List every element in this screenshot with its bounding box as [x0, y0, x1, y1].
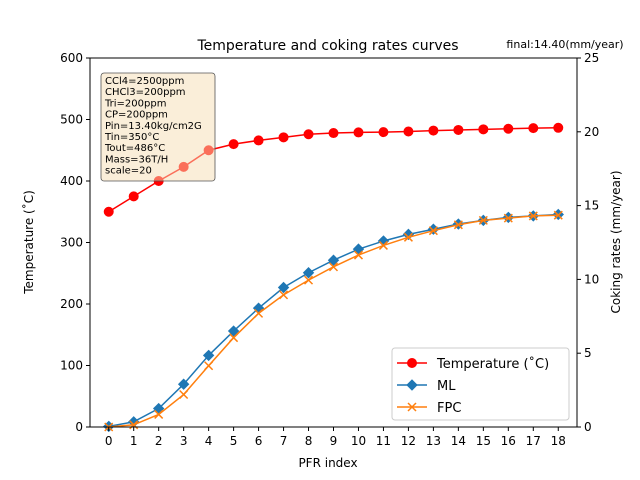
data-point-temperature	[503, 123, 514, 134]
y-right-tick-label: 5	[584, 346, 592, 360]
x-tick-label: 18	[551, 434, 566, 448]
y-axis-right-label: Coking rates (mm/year)	[609, 170, 623, 313]
y-left-tick-label: 300	[60, 236, 83, 250]
x-tick-label: 2	[155, 434, 163, 448]
legend-label-fpc: FPC	[437, 401, 461, 416]
data-point-ml	[177, 378, 190, 390]
data-point-fpc	[528, 211, 538, 221]
final-annotation: final:14.40(mm/year)	[506, 38, 623, 51]
info-line: scale=20	[105, 166, 152, 177]
data-point-temperature	[403, 126, 414, 137]
data-point-fpc	[378, 240, 388, 250]
data-point-temperature	[553, 122, 564, 133]
x-tick-label: 8	[305, 434, 313, 448]
legend: Temperature (˚C) ML FPC	[391, 347, 570, 421]
data-point-fpc	[478, 215, 488, 225]
info-line: Tin=350°C	[104, 132, 159, 143]
data-point-fpc	[303, 275, 314, 285]
data-point-temperature	[303, 129, 314, 140]
x-tick-label: 7	[280, 434, 288, 448]
data-point-ml	[202, 349, 215, 362]
info-line: CP=200ppm	[105, 110, 168, 121]
info-line: Mass=36T/H	[105, 154, 168, 165]
x-tick-label: 16	[501, 434, 516, 448]
data-point-temperature	[128, 191, 139, 202]
x-tick-label: 5	[230, 434, 238, 448]
series-fpc	[104, 210, 563, 432]
y-left-tick-label: 600	[60, 51, 83, 65]
y-right-tick-label: 0	[584, 420, 592, 434]
y-left-tick-label: 200	[60, 297, 83, 311]
x-tick-label: 13	[426, 434, 441, 448]
data-point-ml	[352, 243, 365, 255]
data-point-fpc	[553, 210, 563, 220]
x-tick-label: 17	[526, 434, 541, 448]
y-left-tick-label: 400	[60, 174, 83, 188]
info-line: CCl4=2500ppm	[105, 76, 184, 87]
data-point-ml	[227, 325, 240, 337]
data-point-fpc	[179, 389, 189, 400]
legend-marker-ml	[406, 379, 418, 391]
data-point-fpc	[403, 232, 413, 242]
data-point-temperature	[328, 128, 339, 139]
y-right-tick-label: 25	[584, 51, 599, 65]
data-point-fpc	[353, 250, 364, 260]
x-tick-label: 4	[205, 434, 213, 448]
data-point-temperature	[378, 127, 389, 138]
data-point-fpc	[503, 213, 513, 223]
data-point-temperature	[528, 123, 539, 134]
data-point-fpc	[204, 361, 214, 371]
x-axis-label: PFR index	[298, 456, 357, 470]
info-box: CCl4=2500ppmCHCl3=200ppmTri=200ppmCP=200…	[100, 72, 216, 182]
data-point-fpc	[154, 409, 164, 419]
x-tick-label: 10	[351, 434, 366, 448]
legend-marker-fpc	[407, 402, 417, 412]
x-tick-label: 11	[376, 434, 391, 448]
x-tick-label: 3	[180, 434, 188, 448]
data-point-temperature	[453, 124, 464, 135]
x-tick-label: 12	[401, 434, 416, 448]
y-left-tick-label: 100	[60, 359, 83, 373]
x-tick-label: 6	[255, 434, 263, 448]
x-tick-label: 9	[330, 434, 338, 448]
info-line: Tri=200ppm	[104, 98, 166, 109]
x-tick-label: 1	[130, 434, 138, 448]
data-point-ml	[277, 281, 290, 294]
data-point-fpc	[254, 308, 264, 318]
data-point-temperature	[428, 125, 439, 136]
chart-title: Temperature and coking rates curves	[196, 38, 458, 54]
data-point-ml	[302, 267, 315, 279]
data-point-temperature	[278, 132, 289, 143]
data-point-temperature	[103, 206, 114, 217]
data-point-temperature	[353, 127, 364, 138]
info-line: Tout=486°C	[104, 143, 165, 154]
x-tick-label: 14	[451, 434, 466, 448]
legend-frame	[391, 347, 570, 421]
x-tick-label: 0	[105, 434, 113, 448]
data-point-temperature	[253, 135, 264, 146]
y-right-tick-label: 15	[584, 199, 599, 213]
data-point-fpc	[453, 220, 463, 230]
data-point-temperature	[478, 124, 489, 135]
x-tick-label: 15	[476, 434, 491, 448]
info-line: Pin=13.40kg/cm2G	[105, 121, 202, 132]
y-right-tick-label: 10	[584, 272, 599, 286]
data-point-fpc	[279, 290, 289, 300]
legend-label-temperature: Temperature (˚C)	[436, 356, 549, 372]
y-left-tick-label: 500	[60, 113, 83, 127]
data-point-fpc	[328, 262, 339, 272]
y-right-tick-label: 20	[584, 125, 599, 139]
y-axis-left-label: Temperature (˚C)	[21, 190, 36, 295]
data-point-fpc	[229, 333, 239, 343]
y-left-tick-label: 0	[75, 420, 83, 434]
legend-label-ml: ML	[437, 379, 456, 394]
data-point-temperature	[228, 139, 239, 150]
data-point-ml	[327, 254, 340, 266]
legend-marker-temperature	[407, 358, 417, 368]
data-point-fpc	[428, 226, 438, 236]
info-line: CHCl3=200ppm	[105, 87, 186, 98]
info-box-frame	[100, 72, 216, 182]
